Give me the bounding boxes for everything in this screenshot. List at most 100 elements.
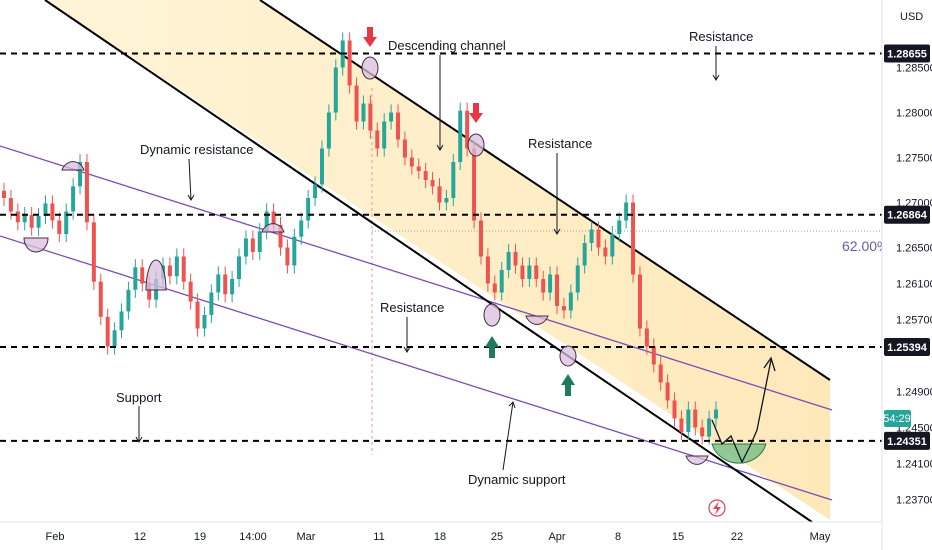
- price-level-tags: 1.28655 1.26864 1.25394 1.24351: [884, 44, 930, 450]
- horizontal-levels: [0, 52, 882, 442]
- x-tick-label: 14:00: [239, 531, 267, 543]
- candle: [465, 102, 470, 157]
- candle: [561, 297, 566, 319]
- candle: [430, 171, 435, 195]
- candle: [575, 257, 580, 301]
- candle: [679, 410, 684, 441]
- candle: [707, 410, 712, 445]
- candle: [278, 216, 283, 256]
- highlight-arc: [61, 161, 85, 171]
- candle: [513, 243, 518, 274]
- x-tick-label: 19: [194, 531, 206, 543]
- candle: [665, 374, 670, 409]
- candle: [326, 104, 331, 157]
- candle: [78, 153, 83, 195]
- candle: [409, 149, 414, 175]
- x-tick-label: 8: [615, 531, 621, 543]
- highlight-arc: [145, 259, 167, 291]
- candle: [451, 153, 456, 207]
- candle: [700, 419, 705, 445]
- candle: [188, 273, 193, 310]
- candle: [98, 273, 103, 325]
- annotation-dynamic-support: Dynamic support: [468, 472, 566, 487]
- highlight-arc: [261, 223, 285, 233]
- candle: [230, 270, 235, 303]
- candle: [631, 194, 636, 283]
- candle: [15, 203, 20, 231]
- annotation-descending-channel: Descending channel: [388, 38, 506, 53]
- candle: [313, 176, 318, 207]
- candle: [582, 234, 587, 274]
- candle: [437, 178, 442, 211]
- candle: [237, 248, 242, 288]
- descending-channel-fill: [45, 0, 830, 520]
- x-tick-label: 18: [434, 531, 446, 543]
- current-price-tag-text: 54:29: [883, 413, 911, 425]
- candle: [555, 266, 560, 315]
- y-tick-label: 1.26100: [896, 279, 932, 291]
- candle: [50, 195, 55, 229]
- candle: [209, 284, 214, 324]
- dynamic-resistance-line: [0, 145, 833, 411]
- candle: [167, 257, 172, 285]
- lightning-icon[interactable]: [708, 499, 726, 517]
- candle: [416, 158, 421, 180]
- projection-path: [711, 359, 772, 464]
- candle: [347, 32, 352, 94]
- y-tick-label: 1.24900: [896, 387, 932, 399]
- level-tag-label: 1.28655: [887, 49, 927, 61]
- candle: [637, 266, 642, 337]
- candle: [292, 228, 297, 274]
- candle: [57, 212, 62, 243]
- y-tick-label: 1.27500: [896, 153, 932, 165]
- candle: [257, 223, 262, 261]
- candle: [499, 261, 504, 301]
- highlight-oval: [559, 345, 577, 367]
- candle: [2, 182, 6, 207]
- level-tag: [884, 338, 930, 357]
- candle: [506, 243, 511, 279]
- x-tick-label: Mar: [297, 531, 316, 543]
- current-price-tag: [884, 410, 911, 427]
- candle: [492, 275, 497, 301]
- x-tick-label: 11: [373, 531, 384, 543]
- y-tick-label: 1.28000: [896, 108, 932, 120]
- currency-label: USD: [900, 11, 923, 23]
- candle: [478, 212, 483, 265]
- candle: [444, 189, 449, 211]
- candle: [389, 104, 394, 130]
- candle: [354, 77, 359, 130]
- candle: [423, 162, 428, 189]
- candle: [672, 392, 677, 427]
- highlight-oval: [361, 56, 379, 80]
- green-arrow-icon: [561, 374, 575, 396]
- candle: [402, 131, 407, 166]
- candle: [306, 189, 311, 229]
- candle: [195, 293, 200, 337]
- candle: [589, 221, 594, 252]
- candle: [658, 356, 663, 391]
- candle: [133, 259, 138, 298]
- candle: [396, 104, 401, 148]
- candle: [91, 214, 96, 290]
- level-tag-label: 1.24351: [887, 436, 927, 448]
- y-tick-label: 1.24100: [896, 459, 932, 471]
- level-tag-label: 1.26864: [887, 210, 928, 222]
- candle: [333, 59, 338, 121]
- x-tick-label: May: [810, 531, 831, 543]
- candle: [36, 207, 41, 236]
- highlight-arc: [685, 455, 709, 465]
- channel-lower-line: [44, 0, 813, 523]
- price-axis-panel[interactable]: [882, 0, 932, 550]
- annotation-support: Support: [116, 390, 162, 405]
- candle: [243, 230, 248, 265]
- candle: [181, 248, 186, 290]
- highlight-oval: [467, 133, 485, 157]
- level-tag: [884, 44, 930, 63]
- x-axis-ticks: Feb 12 19 14:00 Mar 11 18 25 Apr 8 15 22 May: [46, 531, 831, 543]
- candle: [693, 401, 698, 436]
- candle: [216, 266, 221, 301]
- level-tag: [884, 205, 930, 224]
- candle: [651, 338, 656, 373]
